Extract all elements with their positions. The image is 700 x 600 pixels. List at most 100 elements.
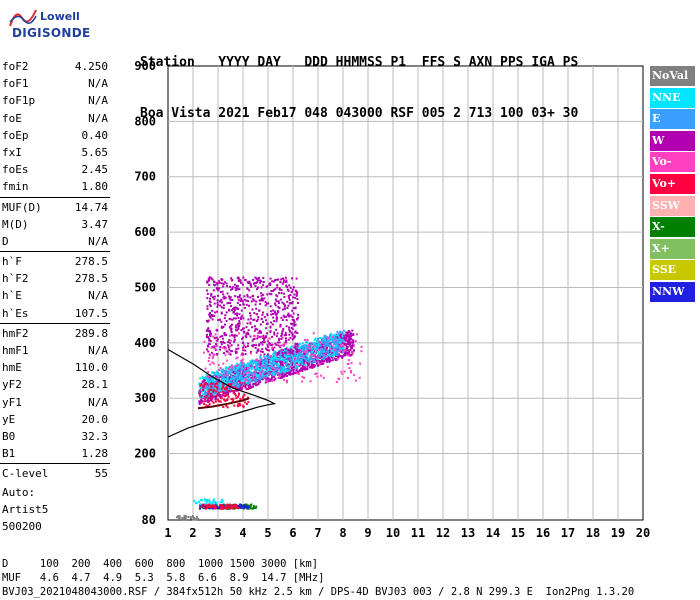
echo-point	[280, 332, 283, 335]
echo-point	[252, 362, 255, 364]
autoscaling-info: Auto: Artist5 500200	[2, 484, 48, 535]
echo-point	[318, 348, 321, 351]
echo-point	[281, 319, 284, 321]
echo-point	[286, 359, 289, 362]
echo-point	[212, 335, 215, 338]
echo-point	[292, 373, 295, 375]
echo-point	[208, 303, 211, 306]
echo-point	[202, 503, 205, 506]
echo-point	[308, 361, 311, 364]
echo-point	[340, 355, 342, 358]
echo-point	[288, 333, 291, 336]
echo-cluster-vo-	[198, 381, 250, 409]
echo-point	[242, 406, 245, 409]
echo-point	[260, 292, 263, 295]
echo-point	[203, 351, 205, 354]
echo-point	[282, 349, 285, 352]
echo-point	[249, 506, 252, 508]
echo-point	[181, 517, 184, 520]
echo-point	[316, 359, 319, 362]
echo-point	[333, 341, 336, 344]
echo-point	[262, 363, 265, 366]
echo-point	[287, 338, 290, 341]
echo-point	[248, 366, 251, 369]
echo-point	[235, 357, 238, 360]
echo-point	[321, 350, 324, 353]
echo-point	[216, 299, 219, 302]
echo-point	[280, 364, 282, 367]
echo-point	[230, 329, 233, 332]
echo-point	[202, 506, 205, 509]
echo-point	[218, 382, 221, 385]
echo-point	[237, 395, 239, 398]
param-label: B0	[2, 429, 16, 443]
echo-point	[337, 339, 340, 342]
echo-point	[336, 349, 339, 352]
echo-point	[328, 360, 331, 363]
echo-point	[253, 373, 256, 376]
echo-point	[246, 293, 249, 296]
echo-point	[254, 359, 257, 362]
echo-point	[259, 302, 262, 305]
echo-point	[301, 354, 304, 357]
echo-point	[259, 377, 262, 380]
echo-point	[251, 377, 254, 380]
echo-point	[291, 364, 294, 367]
echo-point	[228, 341, 231, 344]
echo-point	[245, 381, 248, 384]
echo-point	[274, 367, 277, 370]
echo-point	[256, 363, 259, 366]
echo-point	[294, 306, 297, 309]
echo-point	[260, 286, 263, 289]
echo-point	[277, 373, 279, 376]
echo-point	[221, 394, 224, 396]
echo-point	[247, 364, 250, 367]
echo-point	[280, 335, 283, 337]
echo-point	[262, 284, 265, 287]
echo-point	[204, 400, 207, 403]
param-value: N/A	[88, 77, 108, 91]
param-label: h`F	[2, 255, 22, 269]
echo-point	[294, 296, 297, 299]
echo-point	[268, 356, 271, 359]
param-label: foF1	[2, 77, 29, 91]
echo-point	[296, 344, 299, 347]
echo-point	[311, 350, 314, 353]
echo-point	[213, 385, 216, 388]
echo-point	[290, 331, 293, 334]
echo-point	[272, 312, 274, 315]
f2-trace-line	[197, 397, 250, 410]
echo-point	[223, 389, 226, 392]
echo-point	[224, 334, 227, 337]
echo-point	[199, 386, 202, 389]
echo-point	[237, 386, 240, 388]
echo-point	[177, 514, 180, 517]
echo-point	[220, 382, 223, 385]
echo-point	[211, 318, 214, 321]
echo-point	[261, 299, 264, 302]
echo-point	[269, 378, 272, 381]
echo-point	[242, 385, 245, 387]
echo-point	[346, 349, 349, 352]
echo-point	[310, 366, 313, 369]
echo-point	[234, 369, 237, 372]
echo-point	[291, 288, 294, 291]
echo-point	[221, 378, 224, 381]
echo-point	[249, 312, 251, 315]
echo-point	[304, 339, 307, 341]
echo-point	[237, 371, 240, 374]
echo-point	[295, 369, 298, 372]
echo-point	[259, 362, 262, 364]
param-row: yF1 N/A	[0, 394, 112, 411]
echo-point	[222, 406, 225, 408]
echo-point	[203, 503, 206, 506]
echo-point	[297, 364, 300, 367]
polarization-legend: NoVal NNE E W Vo- Vo+ SSW X- X+ SSE NNW	[650, 66, 695, 304]
echo-point	[311, 349, 313, 351]
echo-point	[237, 332, 240, 335]
echo-point	[257, 376, 260, 379]
echo-point	[303, 376, 306, 379]
echo-point	[213, 337, 216, 340]
echo-point	[337, 377, 340, 380]
echo-point	[314, 373, 317, 375]
